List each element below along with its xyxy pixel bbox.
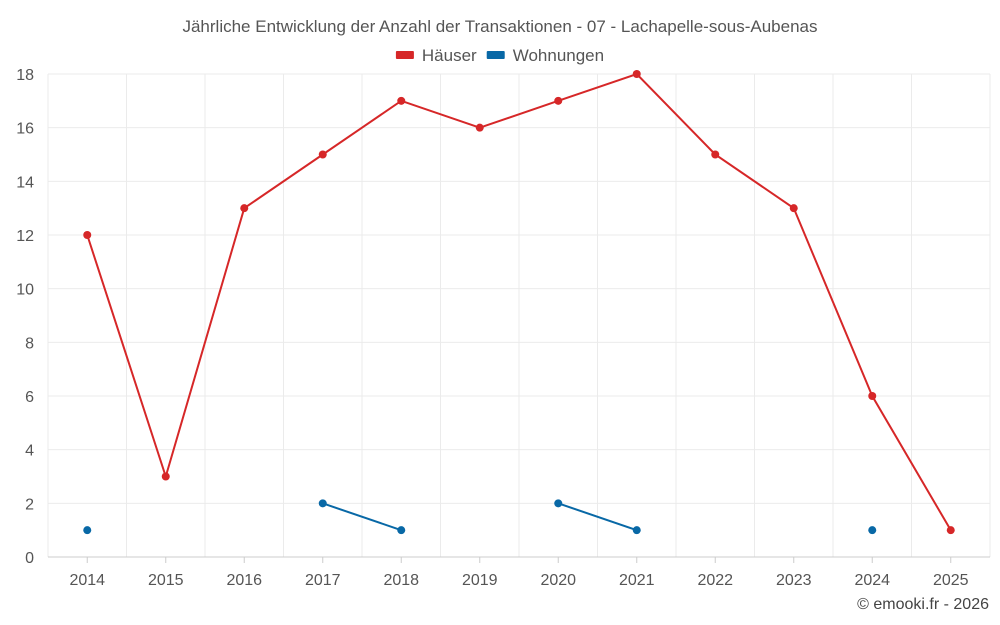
data-point bbox=[632, 526, 641, 535]
series-0 bbox=[83, 70, 955, 535]
data-point bbox=[554, 499, 563, 508]
x-tick-label: 2017 bbox=[305, 572, 341, 589]
y-tick-label: 0 bbox=[25, 550, 34, 567]
y-tick-label: 8 bbox=[25, 335, 34, 352]
data-point bbox=[83, 231, 92, 239]
x-tick-label: 2022 bbox=[697, 572, 733, 589]
x-tick-label: 2025 bbox=[933, 572, 969, 589]
legend-label: Wohnungen bbox=[513, 46, 604, 65]
legend-item-0: Häuser bbox=[395, 46, 477, 65]
data-point bbox=[318, 150, 327, 159]
x-tick-label: 2015 bbox=[148, 572, 184, 589]
y-tick-label: 2 bbox=[25, 496, 34, 513]
data-point bbox=[318, 499, 327, 508]
x-tick-label: 2016 bbox=[226, 572, 262, 589]
series-1 bbox=[83, 499, 877, 535]
series-line-segment bbox=[557, 502, 638, 532]
data-point bbox=[475, 123, 484, 132]
credit-text: © emooki.fr - 2026 bbox=[857, 596, 989, 613]
data-point bbox=[240, 204, 249, 213]
y-tick-label: 10 bbox=[16, 282, 34, 299]
y-tick-label: 6 bbox=[25, 389, 34, 406]
y-tick-label: 18 bbox=[16, 67, 34, 84]
chart-title: Jährliche Entwicklung der Anzahl der Tra… bbox=[182, 17, 817, 36]
x-tick-label: 2018 bbox=[383, 572, 419, 589]
series-layer bbox=[83, 70, 955, 535]
y-tick-label: 16 bbox=[16, 121, 34, 138]
legend-swatch bbox=[486, 51, 505, 59]
x-tick-label: 2024 bbox=[854, 572, 890, 589]
data-point bbox=[83, 526, 92, 535]
data-point bbox=[161, 472, 170, 481]
gridlines bbox=[47, 73, 991, 557]
x-tick-label: 2020 bbox=[540, 572, 576, 589]
data-point bbox=[554, 96, 563, 105]
series-line-segment bbox=[322, 502, 402, 532]
y-tick-label: 12 bbox=[16, 228, 34, 245]
x-tick-label: 2021 bbox=[619, 572, 655, 589]
data-point bbox=[789, 204, 798, 213]
legend-label: Häuser bbox=[422, 46, 477, 65]
series-line-segment bbox=[86, 72, 952, 531]
x-tick-label: 2014 bbox=[69, 572, 105, 589]
data-point bbox=[868, 526, 877, 535]
data-point bbox=[868, 392, 877, 400]
data-point bbox=[397, 96, 406, 105]
data-point bbox=[397, 526, 406, 535]
legend-swatch bbox=[395, 51, 414, 59]
legend-item-1: Wohnungen bbox=[486, 46, 604, 65]
x-tick-label: 2023 bbox=[776, 572, 812, 589]
x-tick-label: 2019 bbox=[462, 572, 498, 589]
legend: Häuser Wohnungen bbox=[395, 46, 604, 65]
axes: 0 2 4 6 8 10 12 14 16 18 2014 2015 2016 2017 2018 2019 2… bbox=[16, 67, 990, 589]
data-point bbox=[711, 150, 720, 159]
data-point bbox=[632, 70, 641, 78]
data-point bbox=[946, 526, 955, 535]
y-tick-label: 4 bbox=[25, 443, 34, 460]
y-tick-label: 14 bbox=[16, 174, 34, 191]
